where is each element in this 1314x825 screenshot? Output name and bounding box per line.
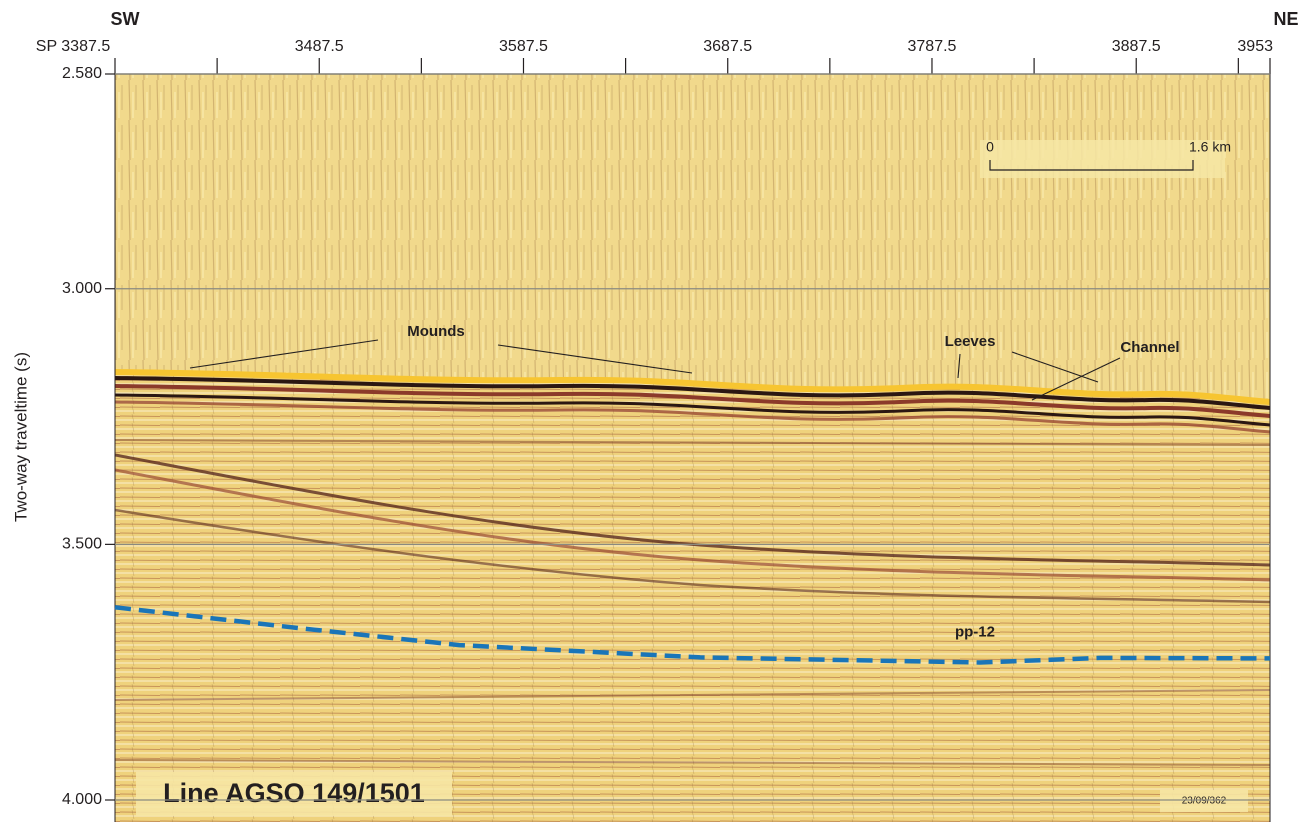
y-tick-label: 4.000 [62,791,102,808]
figure-code: 23/09/362 [1182,796,1227,807]
y-tick-label: 3.500 [62,536,102,553]
sediment [115,370,1270,822]
seismic-image [115,74,1270,822]
x-tick-label: SP 3387.5 [36,38,111,55]
chart: SW NE Two-way traveltime (s) Mounds Leev… [0,0,1314,825]
x-tick-label: 3787.5 [908,38,957,55]
y-tick-label: 2.580 [62,65,102,82]
y-axis-title: Two-way traveltime (s) [11,352,30,522]
x-tick-label: 3487.5 [295,38,344,55]
annotation: Channel [1120,339,1179,356]
x-tick-label: 3687.5 [703,38,752,55]
x-tick-label: 3953 [1237,38,1273,55]
line-name: Line AGSO 149/1501 [163,778,425,808]
annotation: Leeves [945,333,996,350]
horizon-label: pp-12 [955,623,995,640]
y-tick-label: 3.000 [62,280,102,297]
x-tick-label: 3587.5 [499,38,548,55]
right-direction: NE [1273,9,1298,29]
annotation: Mounds [407,323,465,340]
left-direction: SW [111,9,140,29]
scale-bar-start: 0 [986,139,994,155]
scale-bar-end: 1.6 km [1189,139,1231,155]
x-tick-label: 3887.5 [1112,38,1161,55]
